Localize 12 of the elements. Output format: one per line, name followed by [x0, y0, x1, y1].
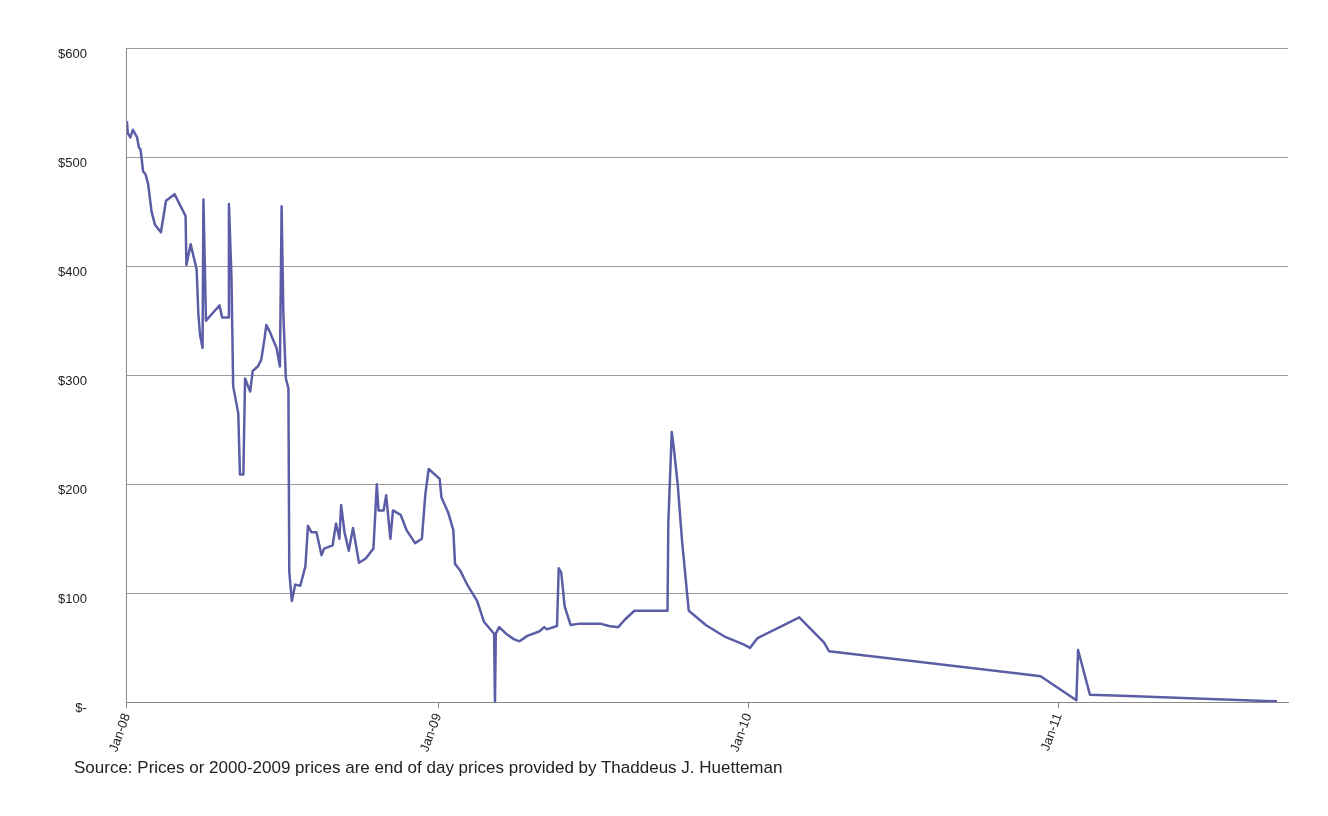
y-tick-label: $- [75, 700, 87, 716]
source-note: Source: Prices or 2000-2009 prices are end of day prices provided by Thaddeus J. Huetteman [74, 758, 784, 778]
y-tick-label: $600 [58, 46, 87, 62]
y-tick-label: $300 [58, 373, 87, 389]
x-tick-label: Jan-10 [726, 711, 755, 754]
y-tick-label: $400 [58, 264, 87, 280]
x-tick-label: Jan-09 [416, 711, 445, 754]
y-tick-label: $200 [58, 482, 87, 498]
y-tick-label: $100 [58, 591, 87, 607]
y-tick-label: $500 [58, 155, 87, 171]
x-tick-label: Jan-08 [105, 711, 134, 754]
x-tick-label: Jan-11 [1037, 711, 1065, 753]
